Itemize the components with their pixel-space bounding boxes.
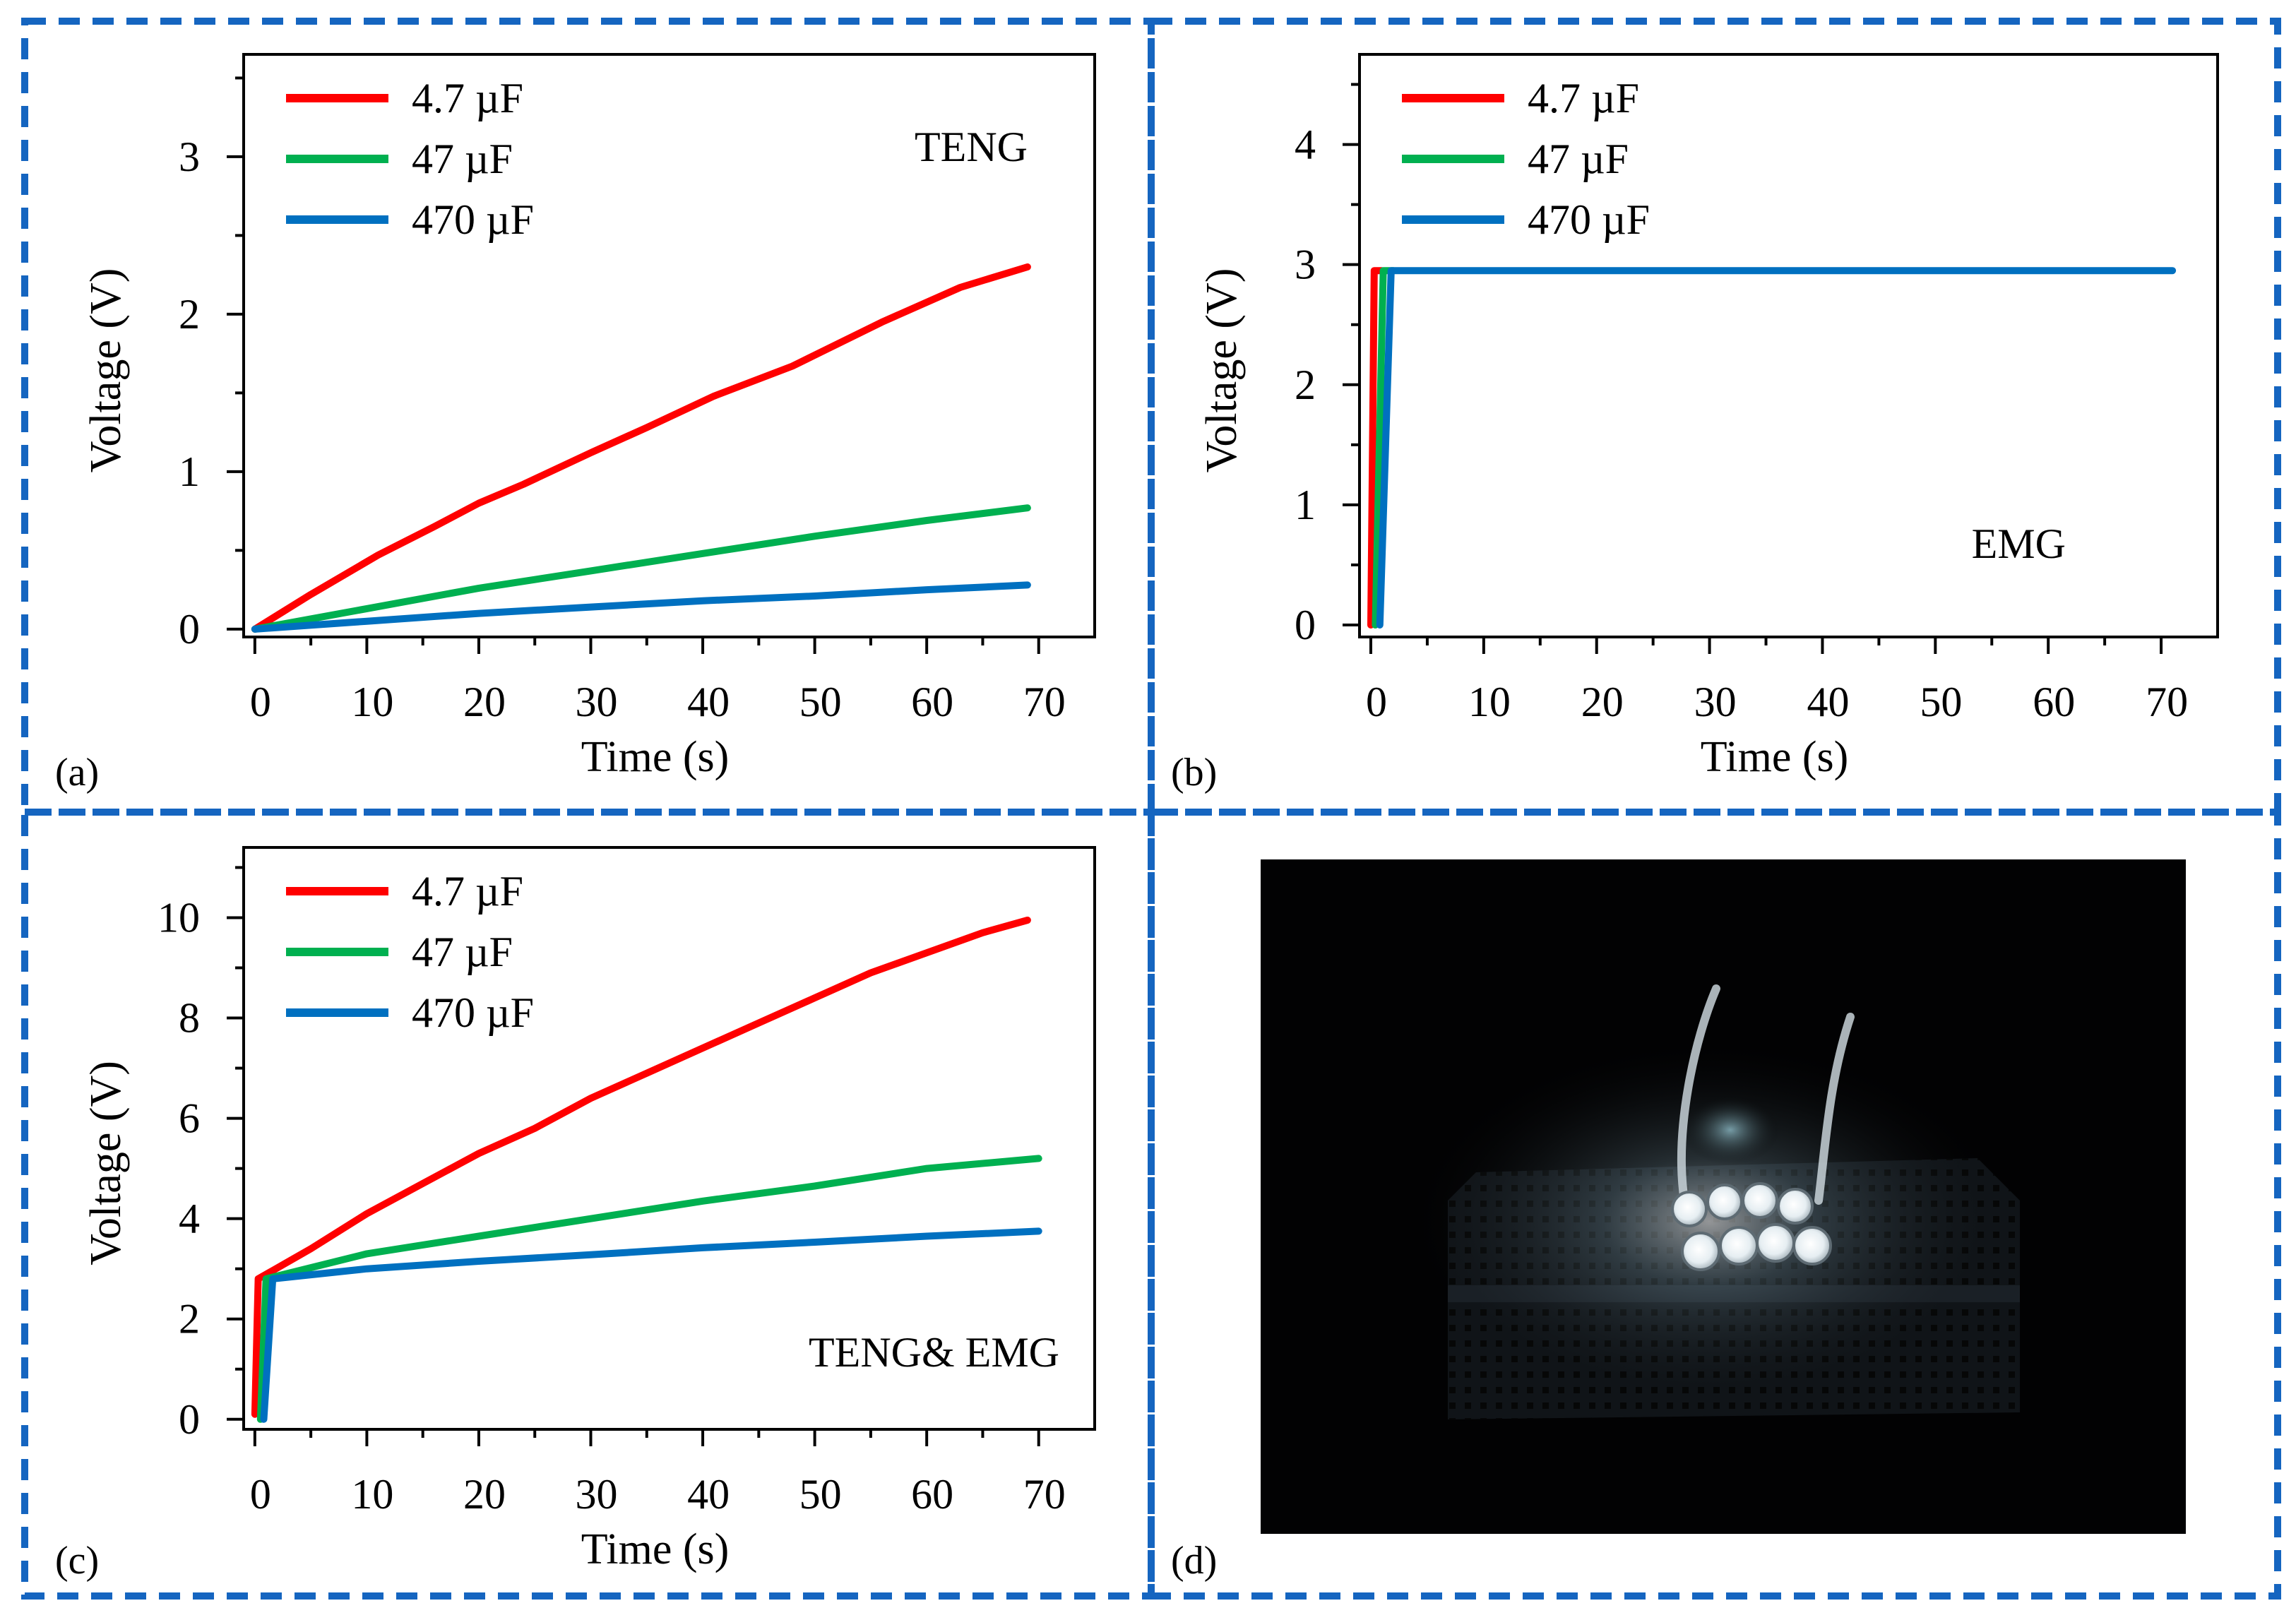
chart-panel-b: 0 10 20 30 40 50 60 70 0 1 2 3 4 Time (s) Voltage (V) 4… bbox=[1171, 53, 2219, 794]
series-line-0 bbox=[251, 917, 1031, 1418]
y-tick-label-3: 3 bbox=[1295, 242, 1316, 288]
legend-label-1: 47 µF bbox=[1528, 136, 1629, 182]
y-tick-label-2: 2 bbox=[179, 1296, 200, 1342]
panel-label-b: (b) bbox=[1171, 751, 1217, 794]
chart-panel-a: 0 10 20 30 40 50 60 70 0 1 2 3 Time (s) Voltage (V) 4.… bbox=[55, 53, 1096, 794]
x-tick-label-20: 20 bbox=[1581, 679, 1624, 725]
x-tick-label-40: 40 bbox=[687, 1471, 730, 1518]
x-tick-label-70: 70 bbox=[1023, 1471, 1066, 1518]
legend-label-2: 470 µF bbox=[412, 196, 534, 243]
x-tick-label-70: 70 bbox=[2146, 679, 2188, 725]
x-tick-label-0: 0 bbox=[1366, 679, 1387, 725]
chart-annotation: TENG bbox=[915, 124, 1028, 170]
x-axis-title: Time (s) bbox=[581, 1525, 730, 1573]
x-tick-label-20: 20 bbox=[463, 679, 506, 725]
panel-label-c: (c) bbox=[55, 1539, 99, 1583]
x-tick-label-10: 10 bbox=[351, 1471, 393, 1518]
y-tick-label-8: 8 bbox=[179, 995, 200, 1042]
y-tick-label-2: 2 bbox=[179, 291, 200, 338]
x-tick-label-20: 20 bbox=[463, 1471, 506, 1518]
series-line-1 bbox=[251, 504, 1031, 633]
legend-label-0: 4.7 µF bbox=[412, 868, 523, 915]
x-tick-label-30: 30 bbox=[1694, 679, 1737, 725]
led-wires bbox=[1677, 984, 1855, 1205]
x-axis-title: Time (s) bbox=[1701, 733, 1849, 781]
panel-label-d: (d) bbox=[1171, 1539, 1217, 1583]
x-tick-label-50: 50 bbox=[799, 679, 842, 725]
y-tick-label-0: 0 bbox=[179, 606, 200, 653]
series-line-2 bbox=[1376, 267, 2177, 629]
panel-frames bbox=[21, 18, 2281, 1600]
light-spot bbox=[1681, 1095, 1780, 1165]
x-tick-label-50: 50 bbox=[799, 1471, 842, 1518]
led-array bbox=[1671, 1182, 1832, 1271]
legend-label-0: 4.7 µF bbox=[412, 75, 523, 121]
legend-label-2: 470 µF bbox=[412, 989, 534, 1036]
x-tick-label-40: 40 bbox=[687, 679, 730, 725]
y-tick-label-2: 2 bbox=[1295, 362, 1316, 408]
y-axis-title: Voltage (V) bbox=[1198, 268, 1246, 473]
light-glow bbox=[1405, 1038, 2013, 1405]
plot-frame bbox=[242, 53, 1096, 638]
y-tick-label-4: 4 bbox=[1295, 121, 1316, 168]
plot-frame bbox=[1358, 53, 2219, 638]
panel-frame-d bbox=[1148, 809, 2281, 1600]
x-tick-label-50: 50 bbox=[1920, 679, 1962, 725]
x-tick-label-10: 10 bbox=[1468, 679, 1511, 725]
x-tick-label-0: 0 bbox=[250, 679, 271, 725]
y-axis-title: Voltage (V) bbox=[82, 268, 130, 473]
legend-label-1: 47 µF bbox=[412, 136, 513, 182]
x-tick-label-0: 0 bbox=[250, 1471, 271, 1518]
y-tick-label-1: 1 bbox=[1295, 482, 1316, 528]
series-line-0 bbox=[1367, 267, 1386, 629]
x-tick-label-70: 70 bbox=[1023, 679, 1066, 725]
x-tick-label-60: 60 bbox=[911, 1471, 953, 1518]
series-line-0 bbox=[251, 263, 1031, 633]
panel-frame-c bbox=[21, 809, 1155, 1600]
y-tick-label-4: 4 bbox=[179, 1196, 200, 1242]
x-tick-label-30: 30 bbox=[576, 679, 618, 725]
y-tick-label-10: 10 bbox=[157, 894, 200, 941]
chart-annotation: TENG& EMG bbox=[809, 1329, 1059, 1376]
series-line-1 bbox=[256, 1155, 1042, 1423]
x-tick-label-10: 10 bbox=[351, 679, 393, 725]
legend-label-0: 4.7 µF bbox=[1528, 75, 1639, 121]
x-tick-label-60: 60 bbox=[911, 679, 953, 725]
chart-panel-c: 0 10 20 30 40 50 60 70 0 2 4 6 8 10 Time (s) Voltage (V… bbox=[55, 846, 1096, 1583]
x-tick-label-40: 40 bbox=[1807, 679, 1849, 725]
chart-annotation: EMG bbox=[1972, 520, 2066, 567]
series-line-2 bbox=[251, 581, 1031, 633]
panel-d: (d) bbox=[1171, 859, 2186, 1583]
y-tick-label-3: 3 bbox=[179, 133, 200, 180]
plot-frame bbox=[242, 846, 1096, 1431]
series-line-2 bbox=[260, 1227, 1042, 1423]
y-tick-label-6: 6 bbox=[179, 1095, 200, 1142]
legend-label-1: 47 µF bbox=[412, 929, 513, 975]
x-tick-label-30: 30 bbox=[576, 1471, 618, 1518]
legend-label-2: 470 µF bbox=[1528, 196, 1650, 243]
panel-label-a: (a) bbox=[55, 751, 99, 794]
y-axis-title: Voltage (V) bbox=[82, 1061, 130, 1265]
y-tick-label-0: 0 bbox=[1295, 602, 1316, 648]
y-tick-label-0: 0 bbox=[179, 1396, 200, 1443]
x-tick-label-60: 60 bbox=[2033, 679, 2075, 725]
y-tick-label-1: 1 bbox=[179, 448, 200, 495]
x-axis-title: Time (s) bbox=[581, 733, 730, 781]
